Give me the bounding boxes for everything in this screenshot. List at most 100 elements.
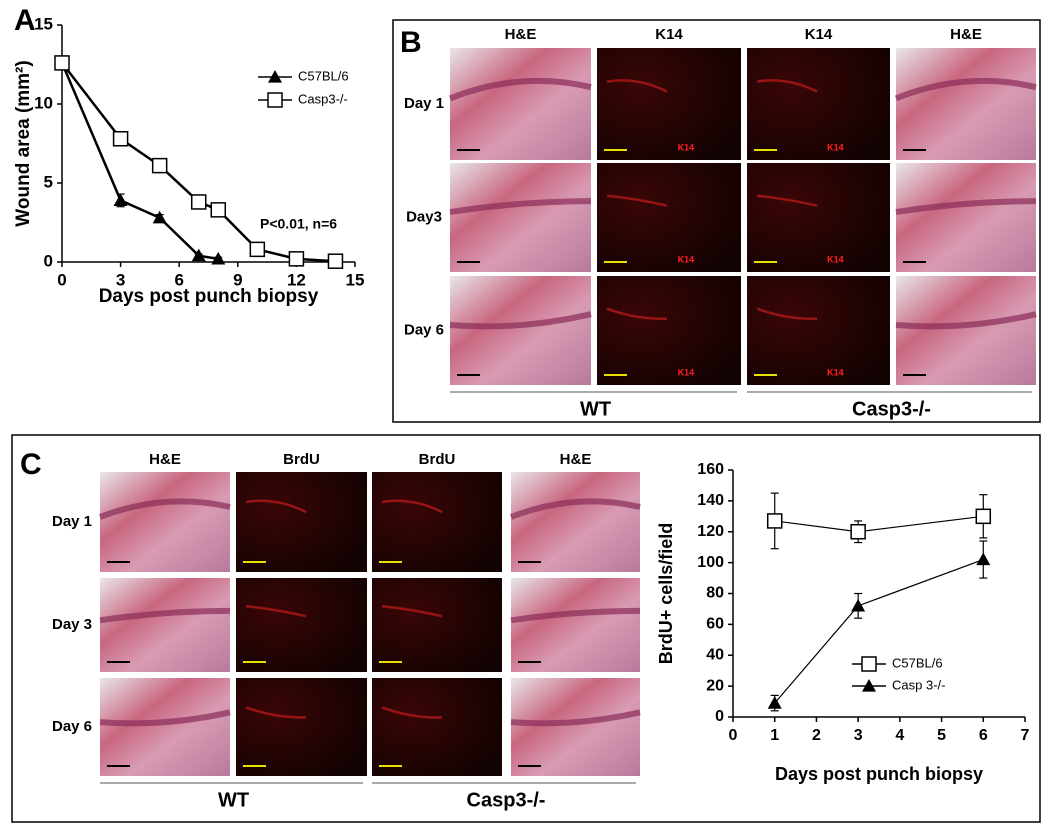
stain-label: K14 bbox=[827, 254, 844, 264]
legend-marker bbox=[862, 679, 876, 692]
data-point bbox=[850, 524, 866, 540]
tissue-edge bbox=[510, 709, 641, 727]
group-label: WT bbox=[580, 398, 611, 420]
data-point bbox=[113, 193, 128, 206]
panel-label: C bbox=[20, 448, 42, 481]
he-image bbox=[511, 678, 640, 776]
stain-label: K14 bbox=[827, 367, 844, 377]
x-tick-label: 15 bbox=[346, 270, 365, 289]
fluorescence-image bbox=[597, 276, 741, 385]
tissue-edge bbox=[894, 77, 1037, 102]
x-tick-label: 7 bbox=[1021, 727, 1030, 744]
stain-label: K14 bbox=[678, 142, 695, 152]
x-tick-label: 1 bbox=[770, 727, 779, 744]
x-tick-label: 3 bbox=[116, 270, 125, 289]
legend-label: Casp3-/- bbox=[298, 91, 348, 106]
column-header: K14 bbox=[805, 26, 833, 43]
he-image bbox=[450, 48, 591, 160]
tissue-edge bbox=[510, 607, 641, 624]
row-label: Day 6 bbox=[52, 718, 92, 735]
legend-label: C57BL/6 bbox=[298, 68, 349, 83]
data-point bbox=[54, 55, 70, 71]
series-line bbox=[774, 558, 984, 704]
x-tick-label: 12 bbox=[287, 270, 306, 289]
x-tick-label: 5 bbox=[937, 727, 946, 744]
signal bbox=[245, 499, 307, 514]
he-image bbox=[511, 472, 640, 572]
legend-marker bbox=[861, 656, 877, 672]
column-header: BrdU bbox=[283, 451, 320, 468]
annotation: P<0.01, n=6 bbox=[260, 216, 337, 232]
stain-label: K14 bbox=[827, 142, 844, 152]
data-point bbox=[976, 552, 991, 566]
signal bbox=[245, 706, 307, 719]
legend-label: C57BL/6 bbox=[892, 655, 943, 670]
data-point bbox=[151, 157, 168, 174]
panel-label: B bbox=[400, 26, 422, 59]
he-image bbox=[896, 48, 1036, 160]
column-header: H&E bbox=[149, 451, 181, 468]
fluorescence-image bbox=[236, 678, 367, 776]
fluorescence-image bbox=[236, 472, 367, 572]
he-image bbox=[896, 276, 1036, 385]
y-tick-label: 40 bbox=[706, 646, 724, 663]
column-header: H&E bbox=[560, 451, 592, 468]
group-label: Casp3-/- bbox=[467, 789, 546, 811]
he-image bbox=[100, 578, 230, 672]
y-tick-label: 140 bbox=[697, 492, 724, 509]
panel-c-frame bbox=[11, 434, 1041, 823]
fluorescence-image bbox=[597, 48, 741, 160]
y-tick-label: 160 bbox=[697, 461, 724, 478]
signal bbox=[381, 604, 443, 618]
fluorescence-image bbox=[747, 163, 890, 272]
fluorescence-image bbox=[747, 48, 890, 160]
y-tick-label: 80 bbox=[706, 585, 724, 602]
he-image bbox=[100, 472, 230, 572]
stain-label: K14 bbox=[678, 254, 695, 264]
signal bbox=[606, 307, 668, 321]
x-tick-label: 6 bbox=[174, 270, 183, 289]
data-point bbox=[210, 202, 227, 218]
x-axis-label: Days post punch biopsy bbox=[99, 286, 319, 307]
x-tick-label: 0 bbox=[729, 727, 738, 744]
x-tick-label: 6 bbox=[979, 727, 988, 744]
data-point bbox=[767, 696, 782, 709]
fluorescence-image bbox=[236, 578, 367, 672]
panel-b-frame bbox=[392, 19, 1041, 423]
y-tick-label: 5 bbox=[44, 172, 53, 191]
signal bbox=[381, 706, 443, 719]
data-point bbox=[211, 251, 226, 265]
tissue-edge bbox=[99, 709, 231, 727]
data-point bbox=[288, 251, 305, 267]
panel-label: A bbox=[14, 4, 36, 37]
he-image bbox=[896, 163, 1036, 272]
x-tick-label: 3 bbox=[854, 727, 863, 744]
signal bbox=[245, 604, 307, 618]
row-label: Day 1 bbox=[52, 513, 92, 530]
x-tick-label: 4 bbox=[895, 727, 904, 744]
y-tick-label: 0 bbox=[715, 708, 724, 725]
tissue-edge bbox=[509, 498, 641, 520]
he-image bbox=[511, 578, 640, 672]
signal bbox=[756, 79, 818, 93]
signal bbox=[756, 307, 818, 321]
signal bbox=[606, 79, 668, 93]
he-image bbox=[100, 678, 230, 776]
signal bbox=[756, 194, 818, 207]
column-header: BrdU bbox=[419, 451, 456, 468]
tissue-edge bbox=[449, 311, 592, 330]
tissue-edge bbox=[98, 498, 231, 520]
row-label: Day 6 bbox=[404, 321, 444, 338]
data-point bbox=[327, 253, 344, 269]
x-tick-label: 2 bbox=[812, 727, 821, 744]
stain-label: K14 bbox=[678, 367, 695, 377]
fluorescence-image bbox=[372, 578, 502, 672]
data-point bbox=[766, 513, 783, 529]
signal bbox=[606, 194, 668, 207]
tissue-edge bbox=[895, 311, 1037, 330]
data-point bbox=[249, 241, 266, 258]
column-header: K14 bbox=[655, 26, 683, 43]
y-tick-label: 60 bbox=[706, 616, 724, 633]
tissue-edge bbox=[99, 607, 231, 624]
y-tick-label: 120 bbox=[697, 523, 724, 540]
